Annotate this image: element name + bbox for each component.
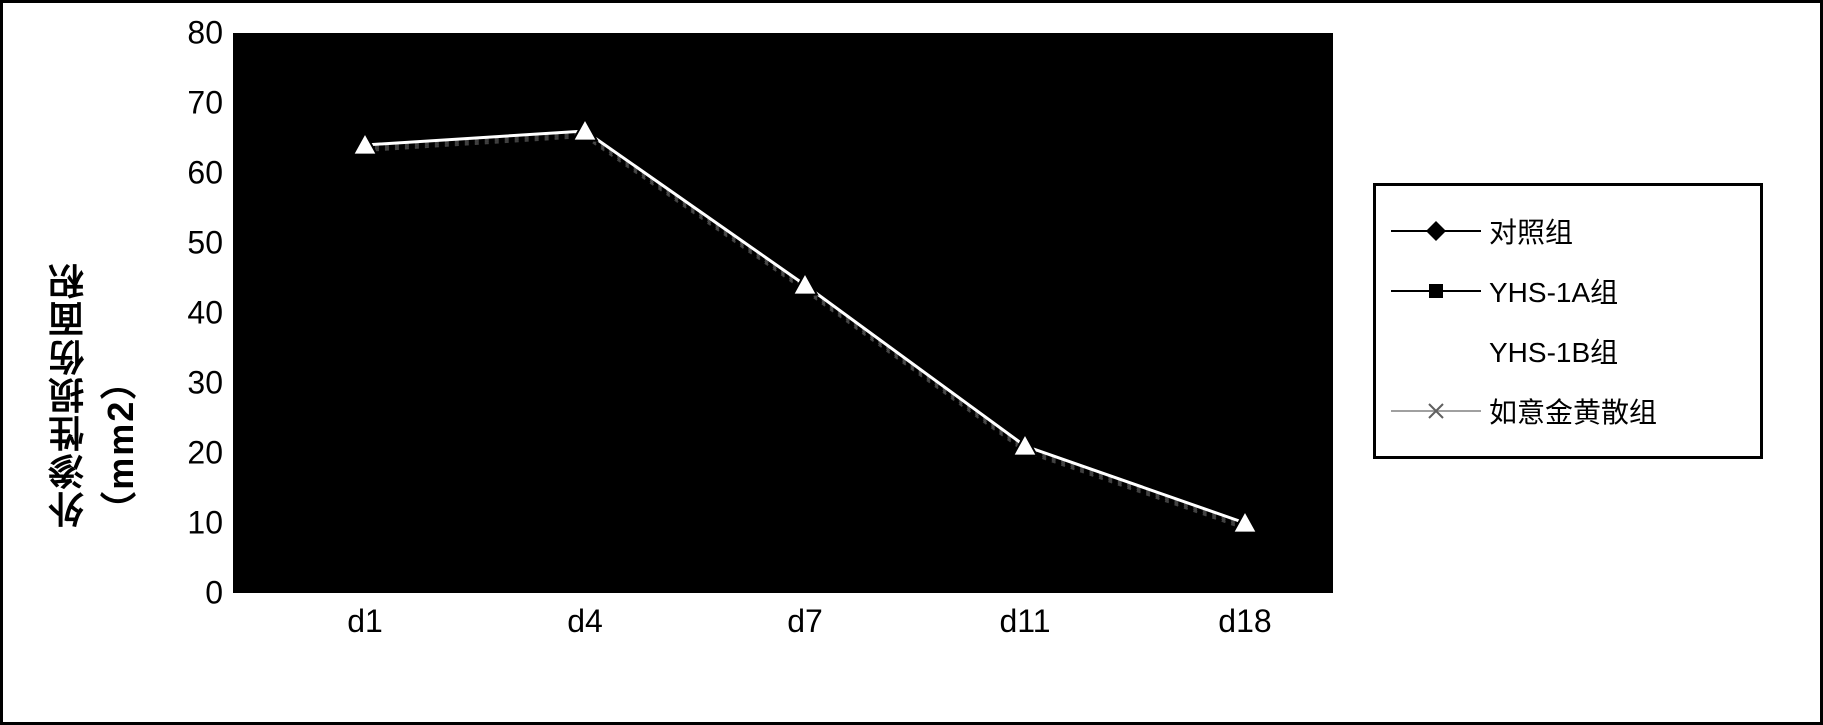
legend-item: YHS-1B组 xyxy=(1391,321,1745,381)
chart-frame: 外渗性损伤面积（mm2） 0 10 20 30 40 50 60 70 80 d1 d4 d7 d11… xyxy=(0,0,1823,725)
x-tick-label: d4 xyxy=(567,603,603,640)
x-tick-label: d18 xyxy=(1218,603,1271,640)
legend-marker-icon xyxy=(1391,276,1481,306)
y-tick-label: 0 xyxy=(205,575,223,612)
triangle-marker xyxy=(573,119,597,141)
legend-marker-icon xyxy=(1391,216,1481,246)
legend-label: 如意金黄散组 xyxy=(1489,391,1657,431)
legend: 对照组 YHS-1A组 YHS-1B组如意金黄散组 xyxy=(1373,183,1763,459)
y-axis-label: 外渗性损伤面积（mm2） xyxy=(43,198,147,528)
plot-svg xyxy=(233,33,1333,593)
legend-marker-icon xyxy=(1391,396,1481,426)
series-line xyxy=(365,135,1245,527)
legend-marker-icon xyxy=(1391,336,1481,366)
x-tick-label: d1 xyxy=(347,603,383,640)
chart-area: 外渗性损伤面积（mm2） 01020304050607080 d1d4d7d11… xyxy=(53,33,1770,692)
legend-item: 如意金黄散组 xyxy=(1391,381,1745,441)
legend-item: 对照组 xyxy=(1391,201,1745,261)
y-tick-label: 70 xyxy=(187,85,223,122)
y-tick-label: 50 xyxy=(187,225,223,262)
series-line xyxy=(365,133,1245,525)
y-tick-label: 10 xyxy=(187,505,223,542)
legend-label: YHS-1A组 xyxy=(1489,271,1618,311)
y-tick-label: 20 xyxy=(187,435,223,472)
series-line-main xyxy=(365,131,1245,523)
x-tick-label: d7 xyxy=(787,603,823,640)
x-axis-ticks: d1 d4 d7 d11 d18 xyxy=(233,603,1333,653)
legend-label: YHS-1B组 xyxy=(1489,331,1618,371)
x-tick-label: d11 xyxy=(999,603,1050,640)
triangle-marker xyxy=(793,273,817,295)
y-tick-label: 40 xyxy=(187,295,223,332)
legend-label: 对照组 xyxy=(1489,211,1573,251)
y-tick-label: 60 xyxy=(187,155,223,192)
series-line xyxy=(365,137,1245,529)
legend-item: YHS-1A组 xyxy=(1391,261,1745,321)
y-tick-label: 80 xyxy=(187,15,223,52)
triangle-marker xyxy=(1233,511,1257,533)
y-tick-label: 30 xyxy=(187,365,223,402)
plot-area xyxy=(233,33,1333,593)
y-axis-ticks: 01020304050607080 xyxy=(163,33,223,593)
